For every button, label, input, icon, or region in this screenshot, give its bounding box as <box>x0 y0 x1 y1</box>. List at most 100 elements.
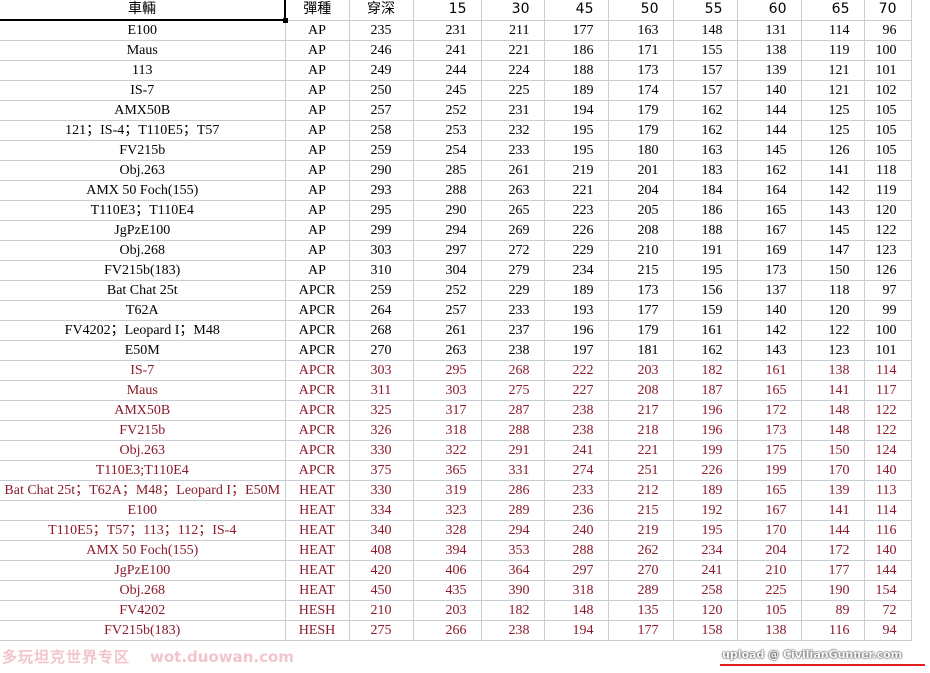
penetration-cell[interactable]: 195 <box>544 120 609 141</box>
penetration-cell[interactable]: 188 <box>673 220 738 241</box>
penetration-cell[interactable]: 323 <box>413 500 482 521</box>
penetration-cell[interactable]: 89 <box>801 600 865 621</box>
penetration-cell[interactable]: 262 <box>608 540 674 561</box>
penetration-cell[interactable]: 139 <box>737 60 802 81</box>
ammo-type-cell[interactable]: APCR <box>285 420 350 441</box>
ammo-type-cell[interactable]: AP <box>285 80 350 101</box>
penetration-cell[interactable]: 241 <box>673 560 738 581</box>
penetration-cell[interactable]: 148 <box>801 400 865 421</box>
penetration-cell[interactable]: 210 <box>608 240 674 261</box>
penetration-cell[interactable]: 365 <box>413 460 482 481</box>
header-cell[interactable]: 50 <box>608 0 674 21</box>
penetration-cell[interactable]: 353 <box>481 540 545 561</box>
penetration-cell[interactable]: 148 <box>801 420 865 441</box>
penetration-cell[interactable]: 167 <box>737 220 802 241</box>
ammo-type-cell[interactable]: HEAT <box>285 560 350 581</box>
penetration-cell[interactable]: 304 <box>413 260 482 281</box>
vehicle-cell[interactable]: IS-7 <box>0 80 286 101</box>
penetration-cell[interactable]: 182 <box>673 360 738 381</box>
penetration-cell[interactable]: 177 <box>801 560 865 581</box>
penetration-cell[interactable]: 170 <box>737 520 802 541</box>
penetration-cell[interactable]: 231 <box>413 20 482 41</box>
penetration-cell[interactable]: 227 <box>544 380 609 401</box>
ammo-type-cell[interactable]: AP <box>285 40 350 61</box>
penetration-cell[interactable]: 234 <box>544 260 609 281</box>
penetration-cell[interactable]: 235 <box>349 20 414 41</box>
vehicle-cell[interactable]: 121；IS-4；T110E5；T57 <box>0 120 286 141</box>
penetration-cell[interactable]: 143 <box>801 200 865 221</box>
penetration-cell[interactable]: 199 <box>737 460 802 481</box>
ammo-type-cell[interactable]: AP <box>285 20 350 41</box>
vehicle-cell[interactable]: Maus <box>0 380 286 401</box>
penetration-cell[interactable]: 264 <box>349 300 414 321</box>
penetration-cell[interactable]: 154 <box>864 580 912 601</box>
penetration-cell[interactable]: 290 <box>413 200 482 221</box>
penetration-cell[interactable]: 170 <box>801 460 865 481</box>
penetration-cell[interactable]: 330 <box>349 440 414 461</box>
penetration-cell[interactable]: 158 <box>673 620 738 641</box>
penetration-cell[interactable]: 101 <box>864 340 912 361</box>
ammo-type-cell[interactable]: AP <box>285 240 350 261</box>
penetration-cell[interactable]: 138 <box>801 360 865 381</box>
penetration-cell[interactable]: 125 <box>801 120 865 141</box>
penetration-cell[interactable]: 270 <box>608 560 674 581</box>
penetration-cell[interactable]: 140 <box>737 300 802 321</box>
ammo-type-cell[interactable]: AP <box>285 100 350 121</box>
header-cell[interactable]: 彈種 <box>285 0 350 21</box>
penetration-cell[interactable]: 223 <box>544 200 609 221</box>
vehicle-cell[interactable]: 113 <box>0 60 286 81</box>
penetration-cell[interactable]: 268 <box>481 360 545 381</box>
penetration-cell[interactable]: 187 <box>673 380 738 401</box>
penetration-cell[interactable]: 251 <box>608 460 674 481</box>
penetration-cell[interactable]: 311 <box>349 380 414 401</box>
penetration-cell[interactable]: 229 <box>544 240 609 261</box>
penetration-cell[interactable]: 237 <box>481 320 545 341</box>
penetration-cell[interactable]: 162 <box>673 100 738 121</box>
penetration-cell[interactable]: 215 <box>608 500 674 521</box>
penetration-cell[interactable]: 279 <box>481 260 545 281</box>
penetration-cell[interactable]: 236 <box>544 500 609 521</box>
penetration-cell[interactable]: 125 <box>801 100 865 121</box>
penetration-cell[interactable]: 195 <box>673 520 738 541</box>
vehicle-cell[interactable]: Obj.268 <box>0 240 286 261</box>
penetration-cell[interactable]: 259 <box>349 280 414 301</box>
penetration-cell[interactable]: 249 <box>349 60 414 81</box>
penetration-cell[interactable]: 135 <box>608 600 674 621</box>
penetration-cell[interactable]: 238 <box>544 420 609 441</box>
penetration-cell[interactable]: 217 <box>608 400 674 421</box>
ammo-type-cell[interactable]: AP <box>285 260 350 281</box>
ammo-type-cell[interactable]: AP <box>285 140 350 161</box>
penetration-cell[interactable]: 205 <box>608 200 674 221</box>
penetration-cell[interactable]: 105 <box>864 140 912 161</box>
penetration-cell[interactable]: 165 <box>737 380 802 401</box>
penetration-cell[interactable]: 144 <box>864 560 912 581</box>
penetration-cell[interactable]: 105 <box>864 120 912 141</box>
penetration-cell[interactable]: 121 <box>801 80 865 101</box>
penetration-cell[interactable]: 226 <box>673 460 738 481</box>
penetration-cell[interactable]: 201 <box>608 160 674 181</box>
penetration-cell[interactable]: 139 <box>801 480 865 501</box>
penetration-cell[interactable]: 101 <box>864 60 912 81</box>
penetration-cell[interactable]: 330 <box>349 480 414 501</box>
ammo-type-cell[interactable]: APCR <box>285 300 350 321</box>
penetration-cell[interactable]: 120 <box>673 600 738 621</box>
penetration-cell[interactable]: 266 <box>413 620 482 641</box>
penetration-cell[interactable]: 162 <box>673 120 738 141</box>
penetration-cell[interactable]: 450 <box>349 580 414 601</box>
penetration-cell[interactable]: 233 <box>481 300 545 321</box>
ammo-type-cell[interactable]: HESH <box>285 620 350 641</box>
penetration-cell[interactable]: 244 <box>413 60 482 81</box>
penetration-cell[interactable]: 156 <box>673 280 738 301</box>
penetration-cell[interactable]: 123 <box>801 340 865 361</box>
penetration-cell[interactable]: 141 <box>801 380 865 401</box>
penetration-cell[interactable]: 105 <box>864 100 912 121</box>
penetration-cell[interactable]: 147 <box>801 240 865 261</box>
penetration-cell[interactable]: 394 <box>413 540 482 561</box>
vehicle-cell[interactable]: FV215b(183) <box>0 620 286 641</box>
vehicle-cell[interactable]: T110E3;T110E4 <box>0 460 286 481</box>
penetration-cell[interactable]: 258 <box>673 580 738 601</box>
penetration-cell[interactable]: 287 <box>481 400 545 421</box>
penetration-cell[interactable]: 318 <box>544 580 609 601</box>
penetration-cell[interactable]: 252 <box>413 100 482 121</box>
vehicle-cell[interactable]: AMX 50 Foch(155) <box>0 540 286 561</box>
